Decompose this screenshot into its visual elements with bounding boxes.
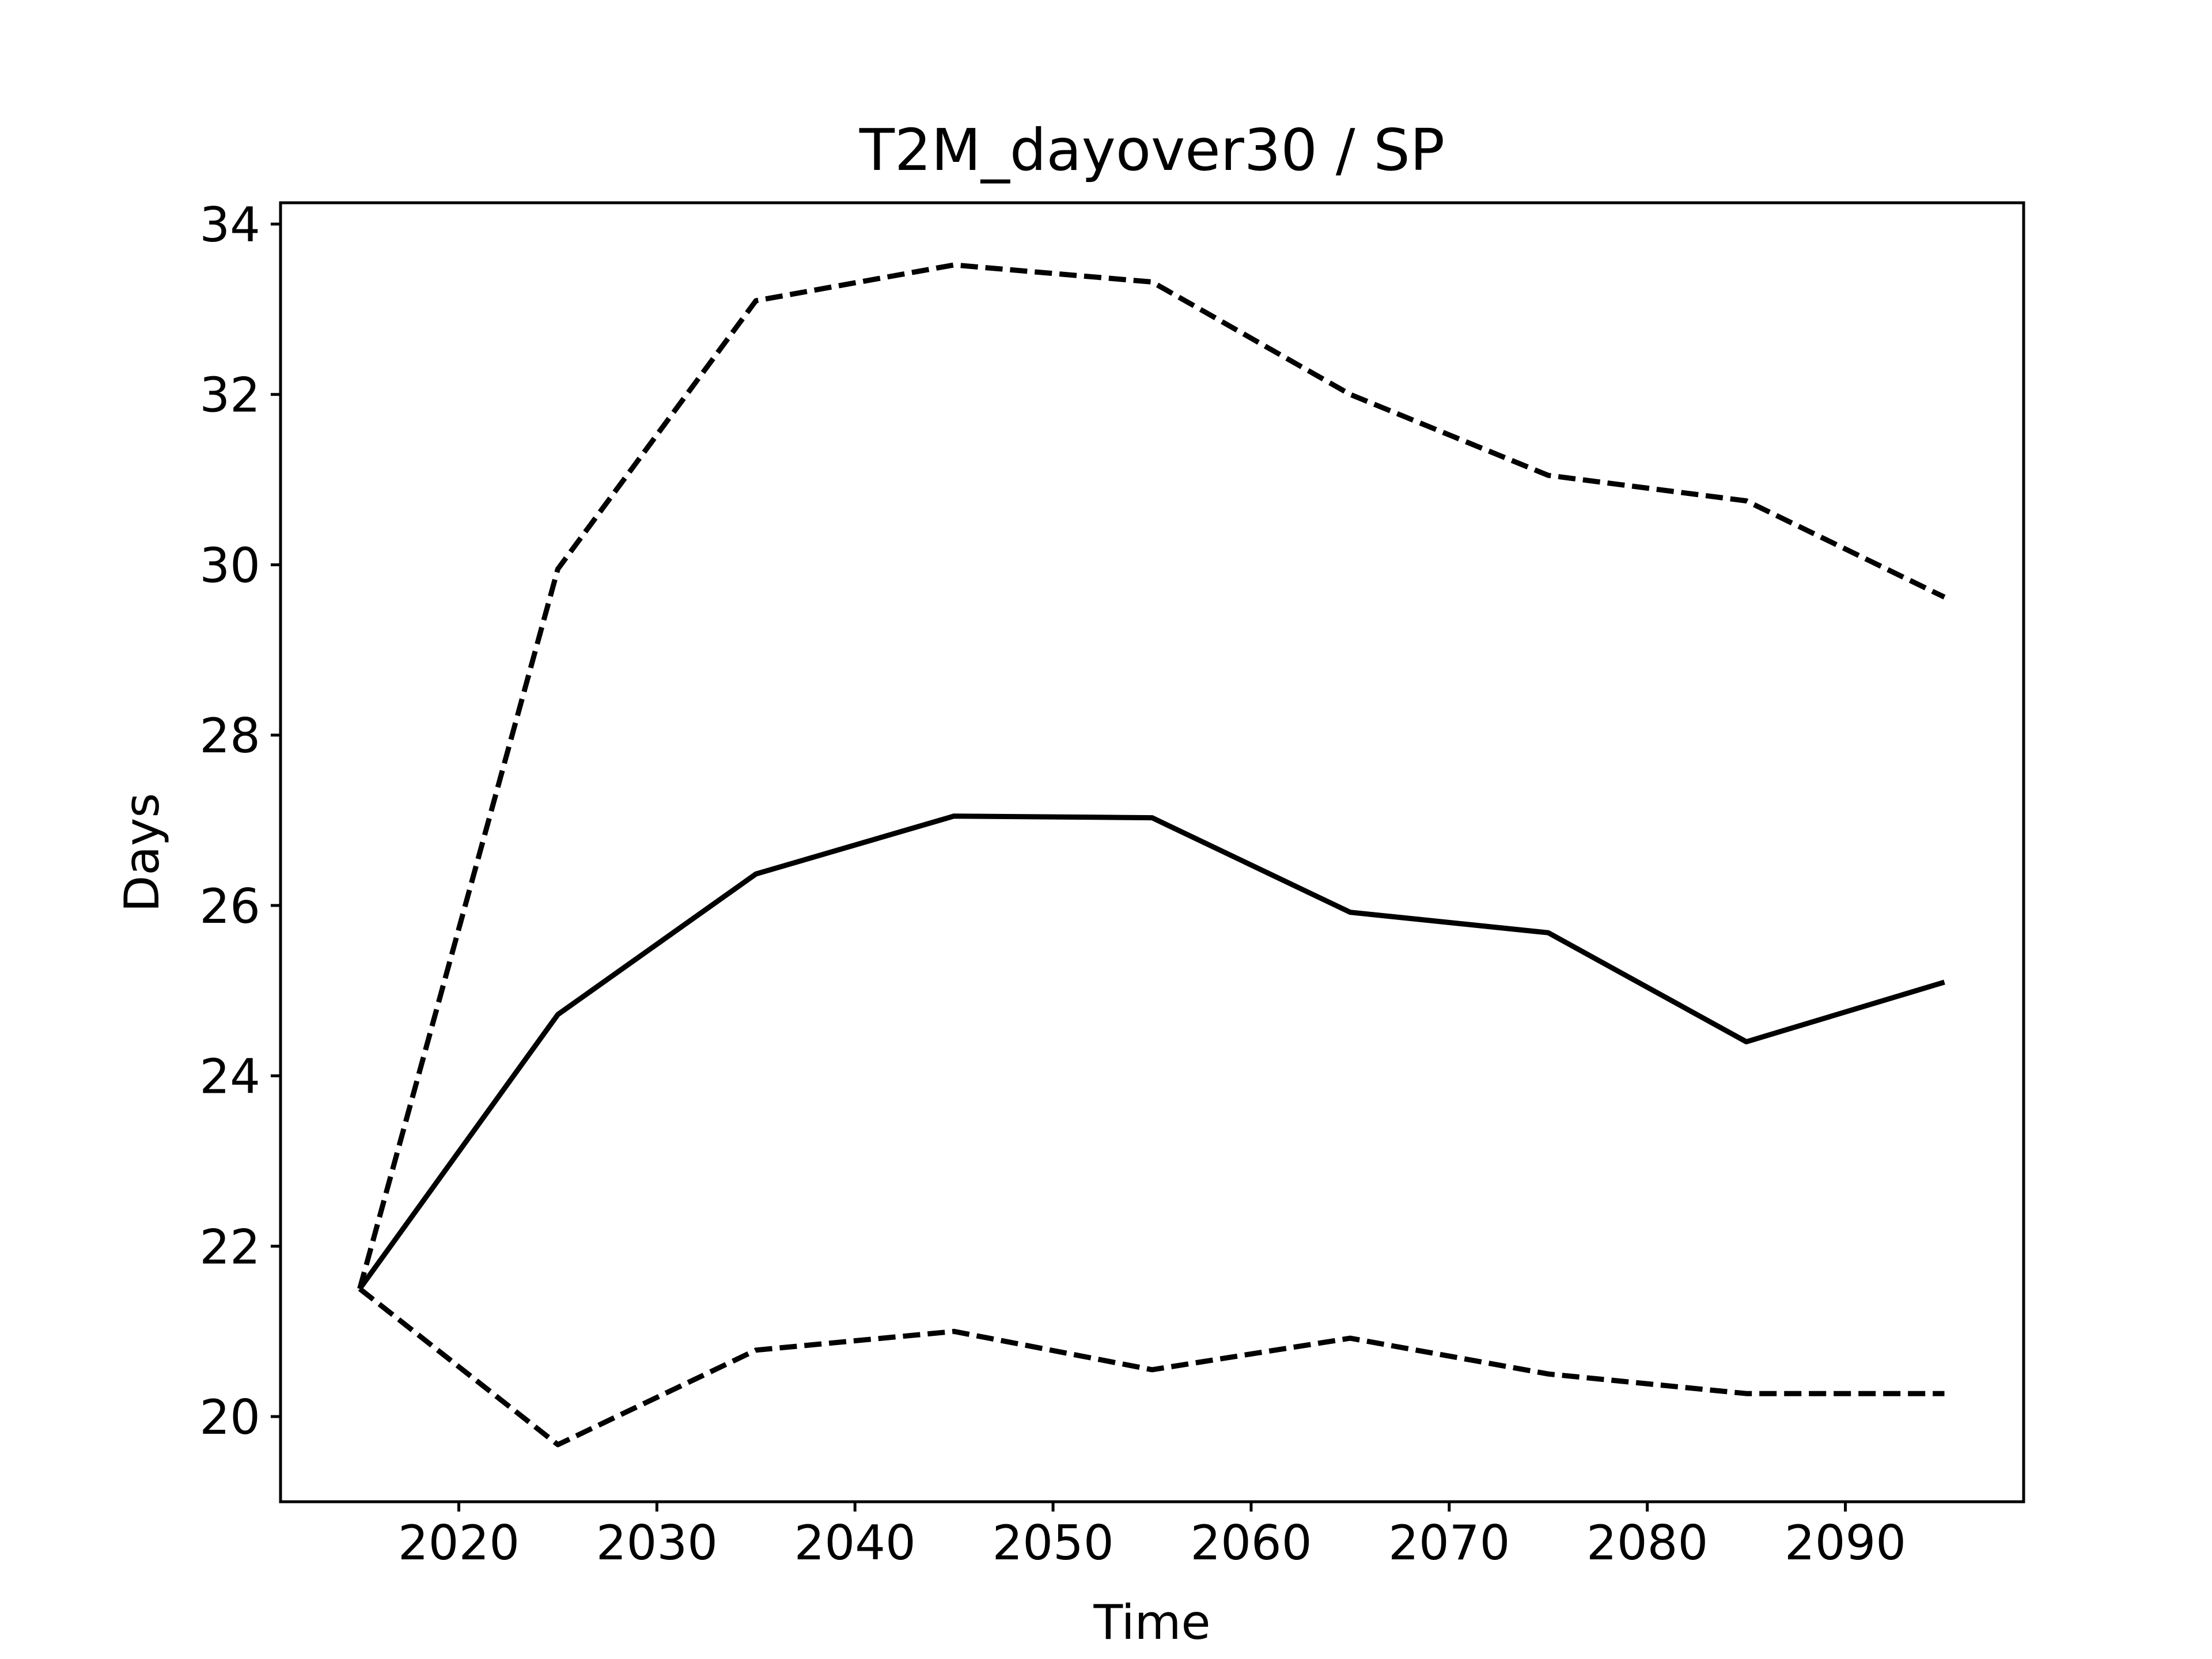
y-tick-label: 24 xyxy=(199,1049,260,1105)
y-tick-label: 30 xyxy=(199,537,260,593)
x-tick-label: 2040 xyxy=(794,1515,916,1571)
y-tick-label: 26 xyxy=(199,878,260,934)
x-tick-label: 2030 xyxy=(596,1515,718,1571)
y-tick-label: 28 xyxy=(199,708,260,764)
chart-title: T2M_dayover30 / SP xyxy=(859,116,1445,184)
x-tick-label: 2020 xyxy=(398,1515,520,1571)
x-tick-label: 2070 xyxy=(1388,1515,1510,1571)
x-tick-label: 2080 xyxy=(1586,1515,1708,1571)
axes-frame xyxy=(279,201,2025,1503)
plot-area xyxy=(357,262,1946,1448)
y-axis-label: Days xyxy=(114,793,170,912)
x-axis-ticks: 2020 2030 2040 2050 2060 2070 2080 2090 xyxy=(398,1502,1906,1571)
y-tick-label: 22 xyxy=(199,1219,260,1275)
lower-bound-line xyxy=(358,1286,1945,1448)
x-axis-label: Time xyxy=(1093,1594,1210,1650)
x-tick-label: 2090 xyxy=(1785,1515,1906,1571)
y-axis-ticks: 20 22 24 26 28 30 32 34 xyxy=(199,197,281,1445)
y-tick-label: 34 xyxy=(199,197,260,253)
mean-line xyxy=(357,813,1945,1290)
x-tick-label: 2050 xyxy=(992,1515,1113,1571)
x-tick-label: 2060 xyxy=(1190,1515,1312,1571)
upper-bound-line xyxy=(357,262,1946,1290)
y-tick-label: 32 xyxy=(199,368,260,423)
y-tick-label: 20 xyxy=(199,1389,260,1445)
